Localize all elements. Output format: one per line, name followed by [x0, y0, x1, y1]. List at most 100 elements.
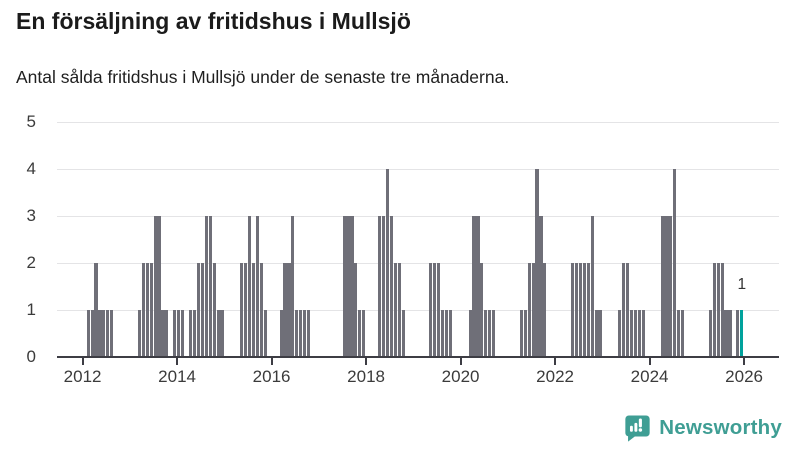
bar [137, 310, 141, 357]
bar [200, 263, 204, 357]
bar [165, 310, 169, 357]
bar [480, 263, 484, 357]
bar [488, 310, 492, 357]
grid-line [57, 263, 779, 264]
bar [531, 263, 535, 357]
bar [633, 310, 638, 357]
bar [677, 310, 681, 357]
grid-line [57, 310, 779, 311]
bar [578, 263, 582, 357]
bar [736, 310, 740, 357]
bar [535, 169, 539, 357]
bar [724, 310, 728, 357]
bar [401, 310, 405, 357]
bar [358, 310, 362, 357]
newsworthy-logo: Newsworthy [624, 412, 782, 444]
bar [240, 263, 244, 357]
bar [519, 310, 523, 357]
bar [295, 310, 299, 357]
bar [106, 310, 110, 357]
bar [393, 263, 397, 357]
grid-line [57, 169, 779, 170]
bar [354, 263, 358, 357]
bar [673, 169, 677, 357]
bar [279, 310, 283, 357]
bar [263, 310, 267, 357]
bar [492, 310, 496, 357]
x-axis-label: 2024 [630, 367, 669, 386]
bar [149, 263, 153, 357]
bar [681, 310, 685, 357]
x-axis-label: 2018 [347, 367, 385, 386]
bar [346, 216, 350, 357]
bar [594, 310, 598, 357]
bar [716, 263, 720, 357]
x-axis-label: 2016 [252, 367, 291, 386]
x-axis-label: 2020 [441, 367, 480, 386]
bar [484, 310, 488, 357]
newsworthy-icon [625, 414, 650, 442]
bar [622, 263, 626, 357]
bar [437, 263, 441, 357]
x-axis-tick [648, 358, 651, 365]
bar [720, 263, 724, 357]
bar [472, 216, 476, 357]
bar [244, 263, 248, 357]
bar [629, 310, 634, 357]
bar [618, 310, 622, 357]
bar [582, 263, 586, 357]
bar [141, 263, 145, 357]
bar [527, 263, 531, 357]
chart-subtitle: Antal sålda fritidshus i Mullsjö under d… [16, 67, 510, 87]
bar [389, 216, 393, 357]
bar [661, 216, 665, 357]
y-axis-label: 2 [26, 253, 36, 272]
bar [586, 263, 590, 357]
bar [665, 216, 669, 357]
bar [574, 263, 578, 357]
bar [157, 216, 161, 357]
bar [303, 310, 307, 357]
bar [377, 216, 382, 357]
y-axis-label: 0 [26, 347, 36, 366]
x-axis-tick [270, 358, 273, 365]
x-axis-tick [365, 358, 368, 365]
bar [181, 310, 185, 357]
bar [385, 169, 389, 357]
bar [259, 263, 263, 357]
bar [255, 216, 260, 357]
y-axis-label: 1 [26, 300, 36, 319]
bar [397, 263, 401, 357]
bar [626, 263, 630, 357]
bar [291, 216, 295, 357]
bar [287, 263, 291, 357]
last-value-label: 1 [737, 276, 747, 293]
bar [208, 216, 212, 357]
chart-title: En försäljning av fritidshus i Mullsjö [16, 8, 411, 34]
bar [448, 310, 452, 357]
bar [570, 263, 575, 357]
bar [212, 263, 216, 357]
bar [204, 216, 208, 357]
x-axis-tick [459, 358, 462, 365]
bar [248, 216, 252, 357]
y-axis-label: 3 [26, 206, 36, 225]
bar [440, 310, 445, 357]
x-axis-tick [176, 358, 179, 365]
bar [98, 310, 102, 357]
y-axis-label: 4 [26, 159, 36, 178]
x-axis-label: 2022 [536, 367, 574, 386]
x-axis-tick [81, 358, 84, 365]
grid-line [57, 216, 779, 217]
bar [429, 263, 433, 357]
bar [220, 310, 224, 357]
x-axis-label: 2012 [63, 367, 102, 386]
bar [216, 310, 220, 357]
bar [381, 216, 386, 357]
bar [444, 310, 449, 357]
bar [283, 263, 287, 357]
bar [161, 310, 165, 357]
bar [153, 216, 157, 357]
